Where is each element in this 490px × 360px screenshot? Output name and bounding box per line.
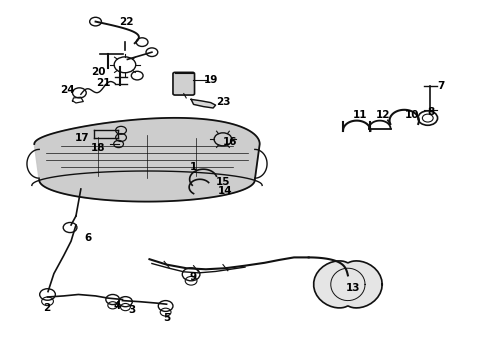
Text: 16: 16 — [223, 137, 238, 147]
Text: 11: 11 — [353, 110, 368, 120]
Text: 22: 22 — [119, 17, 134, 27]
Text: 3: 3 — [129, 305, 136, 315]
Text: 19: 19 — [203, 75, 218, 85]
Text: 2: 2 — [43, 303, 50, 313]
Text: 20: 20 — [91, 67, 105, 77]
Polygon shape — [314, 261, 382, 308]
Text: 21: 21 — [96, 78, 110, 88]
Text: 4: 4 — [114, 301, 122, 311]
Text: 9: 9 — [190, 272, 197, 282]
Text: 6: 6 — [85, 233, 92, 243]
Text: 17: 17 — [75, 132, 90, 143]
Text: 24: 24 — [60, 85, 75, 95]
Text: 18: 18 — [91, 143, 105, 153]
Polygon shape — [34, 118, 260, 202]
Text: 14: 14 — [218, 186, 233, 196]
Text: 1: 1 — [190, 162, 197, 172]
Text: 7: 7 — [437, 81, 445, 91]
FancyBboxPatch shape — [173, 72, 195, 95]
Text: 13: 13 — [345, 283, 360, 293]
Text: 15: 15 — [216, 177, 230, 187]
Text: 5: 5 — [163, 312, 170, 323]
Text: 23: 23 — [216, 96, 230, 107]
Text: 8: 8 — [428, 107, 435, 117]
Text: 12: 12 — [376, 110, 391, 120]
Polygon shape — [191, 99, 216, 108]
Text: 10: 10 — [404, 110, 419, 120]
